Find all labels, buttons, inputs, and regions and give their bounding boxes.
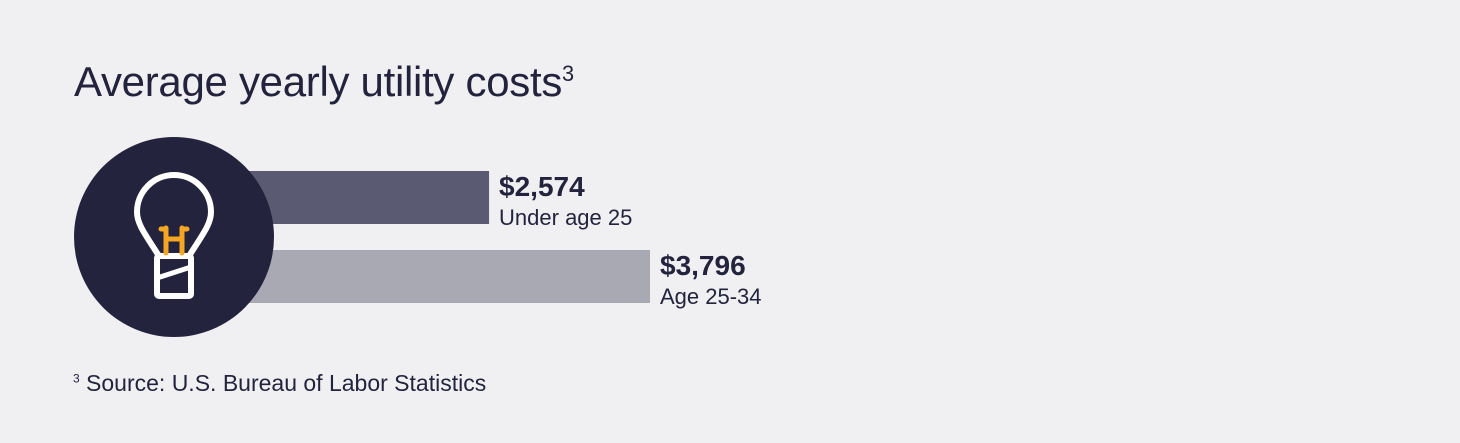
bulb-outline: [134, 172, 214, 259]
footnote-text: Source: U.S. Bureau of Labor Statistics: [86, 370, 487, 396]
title-footnote-marker: 3: [562, 61, 574, 86]
bar-category-label-1: Under age 25: [499, 205, 632, 230]
lightbulb-icon: [74, 137, 274, 337]
bulb-base-thread: [156, 264, 192, 281]
labels-group: $2,574 Under age 25 $3,796 Age 25-34: [499, 171, 761, 309]
bar-value-label-1: $2,574: [499, 171, 585, 202]
footnote-marker: 3: [73, 371, 80, 386]
footnote: 3 Source: U.S. Bureau of Labor Statistic…: [73, 370, 486, 397]
bar-category-label-2: Age 25-34: [660, 284, 762, 309]
bulb-filament: [158, 225, 190, 256]
title-text: Average yearly utility costs: [74, 58, 563, 105]
bar-value-label-2: $3,796: [660, 250, 746, 281]
page-title: Average yearly utility costs3: [74, 58, 574, 106]
